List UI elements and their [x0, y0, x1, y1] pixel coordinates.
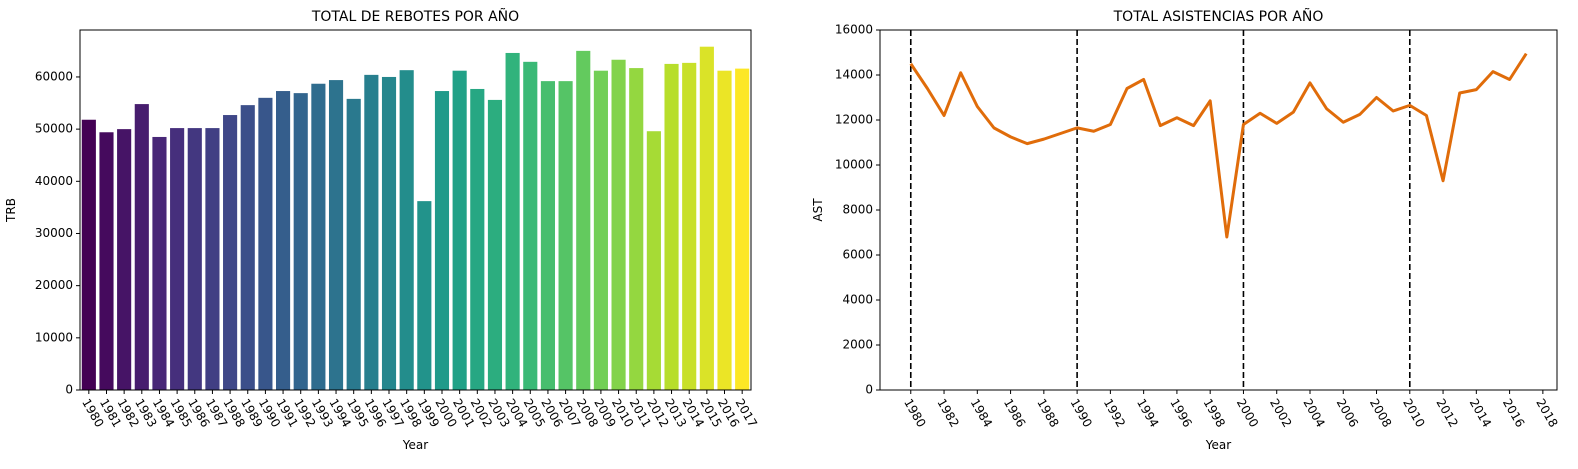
x-tick-label: 2000: [1234, 396, 1261, 429]
bar: [240, 105, 255, 390]
x-tick-label: 2002: [1267, 396, 1294, 429]
bar: [276, 91, 291, 390]
y-axis-label: TRB: [4, 198, 18, 223]
line-series: [909, 52, 1528, 239]
x-tick-label: 2010: [1400, 396, 1427, 429]
bar: [134, 104, 149, 390]
x-tick-label: 1988: [1034, 396, 1061, 429]
bar: [682, 62, 697, 390]
x-tick-label: 2006: [1334, 396, 1361, 429]
y-tick-label: 6000: [842, 248, 873, 262]
x-tick-label: 1982: [934, 396, 961, 429]
x-tick-label: 1992: [1101, 396, 1128, 429]
bar: [328, 80, 344, 390]
bar: [629, 68, 644, 390]
y-tick-label: 50000: [35, 122, 73, 136]
bar: [381, 76, 397, 391]
x-tick-label: 1990: [1067, 396, 1094, 429]
y-tick-label: 30000: [35, 226, 73, 240]
bar: [293, 93, 308, 390]
x-tick-label: 1998: [1201, 396, 1228, 429]
bar: [417, 201, 432, 390]
bar: [523, 61, 538, 391]
bar: [364, 74, 379, 390]
x-tick-label: 1980: [901, 396, 928, 429]
bar: [99, 132, 114, 390]
y-tick-label: 40000: [35, 174, 73, 188]
x-axis-label: Year: [1205, 438, 1231, 452]
bar: [611, 59, 626, 390]
x-tick-label: 2004: [1300, 396, 1327, 429]
bar: [152, 136, 167, 390]
chart-title: TOTAL DE REBOTES POR AÑO: [311, 8, 519, 25]
bar: [346, 98, 361, 390]
x-tick-label: 2008: [1367, 396, 1394, 429]
bar: [170, 128, 185, 390]
y-tick-label: 60000: [35, 69, 73, 83]
bar: [434, 91, 450, 390]
bar: [205, 128, 220, 390]
y-tick-label: 2000: [842, 338, 873, 352]
bar: [487, 99, 503, 391]
bar: [117, 129, 132, 390]
x-tick-label: 2012: [1433, 396, 1460, 429]
bar: [452, 70, 467, 391]
bar: [187, 128, 202, 390]
bar: [505, 52, 520, 391]
bar: [699, 46, 714, 391]
bar: [664, 63, 679, 390]
bar: [81, 119, 96, 390]
y-tick-label: 0: [65, 383, 73, 397]
bar: [311, 83, 326, 390]
y-tick-label: 10000: [35, 330, 73, 344]
bar: [717, 70, 732, 391]
y-tick-label: 16000: [835, 23, 873, 37]
x-tick-label: 2014: [1467, 396, 1494, 429]
y-tick-label: 14000: [835, 68, 873, 82]
axes-frame: [879, 29, 1558, 391]
bar: [735, 68, 750, 390]
bar: [540, 81, 555, 390]
x-tick-label: 1984: [968, 396, 995, 429]
y-tick-label: 8000: [842, 203, 873, 217]
chart-title: TOTAL ASISTENCIAS POR AÑO: [1113, 8, 1324, 25]
bar: [593, 70, 608, 391]
bar: [576, 50, 591, 390]
x-axis-label: Year: [402, 438, 428, 452]
bar: [470, 88, 485, 391]
x-tick-label: 1996: [1167, 396, 1194, 429]
bar: [399, 70, 414, 390]
y-tick-label: 10000: [835, 158, 873, 172]
bar: [258, 97, 273, 391]
x-tick-label: 2016: [1500, 396, 1527, 429]
y-tick-label: 20000: [35, 278, 73, 292]
y-axis-label: AST: [811, 198, 825, 222]
bar: [558, 81, 573, 390]
y-tick-label: 0: [865, 383, 873, 397]
bar: [223, 115, 238, 390]
y-tick-label: 12000: [835, 113, 873, 127]
axes-frame: [79, 29, 752, 391]
x-tick-label: 2018: [1533, 396, 1560, 429]
y-tick-label: 4000: [842, 293, 873, 307]
x-tick-label: 1994: [1134, 396, 1161, 429]
bar: [646, 131, 661, 390]
x-tick-label: 1986: [1001, 396, 1028, 429]
